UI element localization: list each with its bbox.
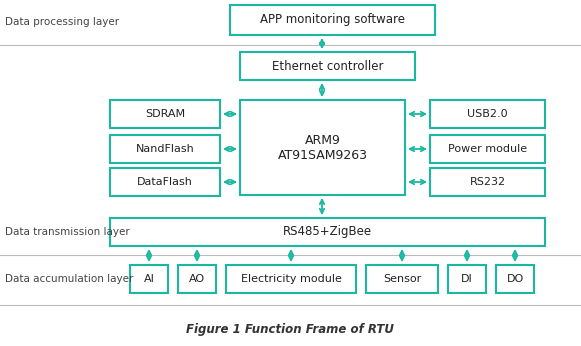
Text: Power module: Power module bbox=[448, 144, 527, 154]
Text: Electricity module: Electricity module bbox=[241, 274, 342, 284]
FancyBboxPatch shape bbox=[240, 52, 415, 80]
Text: Sensor: Sensor bbox=[383, 274, 421, 284]
FancyBboxPatch shape bbox=[226, 265, 356, 293]
Text: AO: AO bbox=[189, 274, 205, 284]
FancyBboxPatch shape bbox=[430, 135, 545, 163]
Text: SDRAM: SDRAM bbox=[145, 109, 185, 119]
FancyBboxPatch shape bbox=[110, 135, 220, 163]
Text: USB2.0: USB2.0 bbox=[467, 109, 508, 119]
FancyBboxPatch shape bbox=[366, 265, 438, 293]
Text: DO: DO bbox=[507, 274, 523, 284]
Text: DI: DI bbox=[461, 274, 473, 284]
Text: NandFlash: NandFlash bbox=[135, 144, 195, 154]
FancyBboxPatch shape bbox=[448, 265, 486, 293]
FancyBboxPatch shape bbox=[178, 265, 216, 293]
FancyBboxPatch shape bbox=[230, 5, 435, 35]
Text: AI: AI bbox=[144, 274, 155, 284]
FancyBboxPatch shape bbox=[110, 100, 220, 128]
Text: RS232: RS232 bbox=[469, 177, 505, 187]
Text: APP monitoring software: APP monitoring software bbox=[260, 13, 405, 27]
Text: Data processing layer: Data processing layer bbox=[5, 17, 119, 27]
Text: ARM9
AT91SAM9263: ARM9 AT91SAM9263 bbox=[278, 134, 368, 162]
FancyBboxPatch shape bbox=[240, 100, 405, 195]
Text: RS485+ZigBee: RS485+ZigBee bbox=[283, 226, 372, 238]
FancyBboxPatch shape bbox=[130, 265, 168, 293]
Text: Data accumulation layer: Data accumulation layer bbox=[5, 274, 134, 284]
Text: DataFlash: DataFlash bbox=[137, 177, 193, 187]
FancyBboxPatch shape bbox=[430, 168, 545, 196]
Text: Figure 1 Function Frame of RTU: Figure 1 Function Frame of RTU bbox=[186, 324, 394, 337]
FancyBboxPatch shape bbox=[430, 100, 545, 128]
Text: Data transmission layer: Data transmission layer bbox=[5, 227, 130, 237]
FancyBboxPatch shape bbox=[110, 168, 220, 196]
FancyBboxPatch shape bbox=[110, 218, 545, 246]
Text: Ethernet controller: Ethernet controller bbox=[272, 60, 383, 73]
FancyBboxPatch shape bbox=[496, 265, 534, 293]
